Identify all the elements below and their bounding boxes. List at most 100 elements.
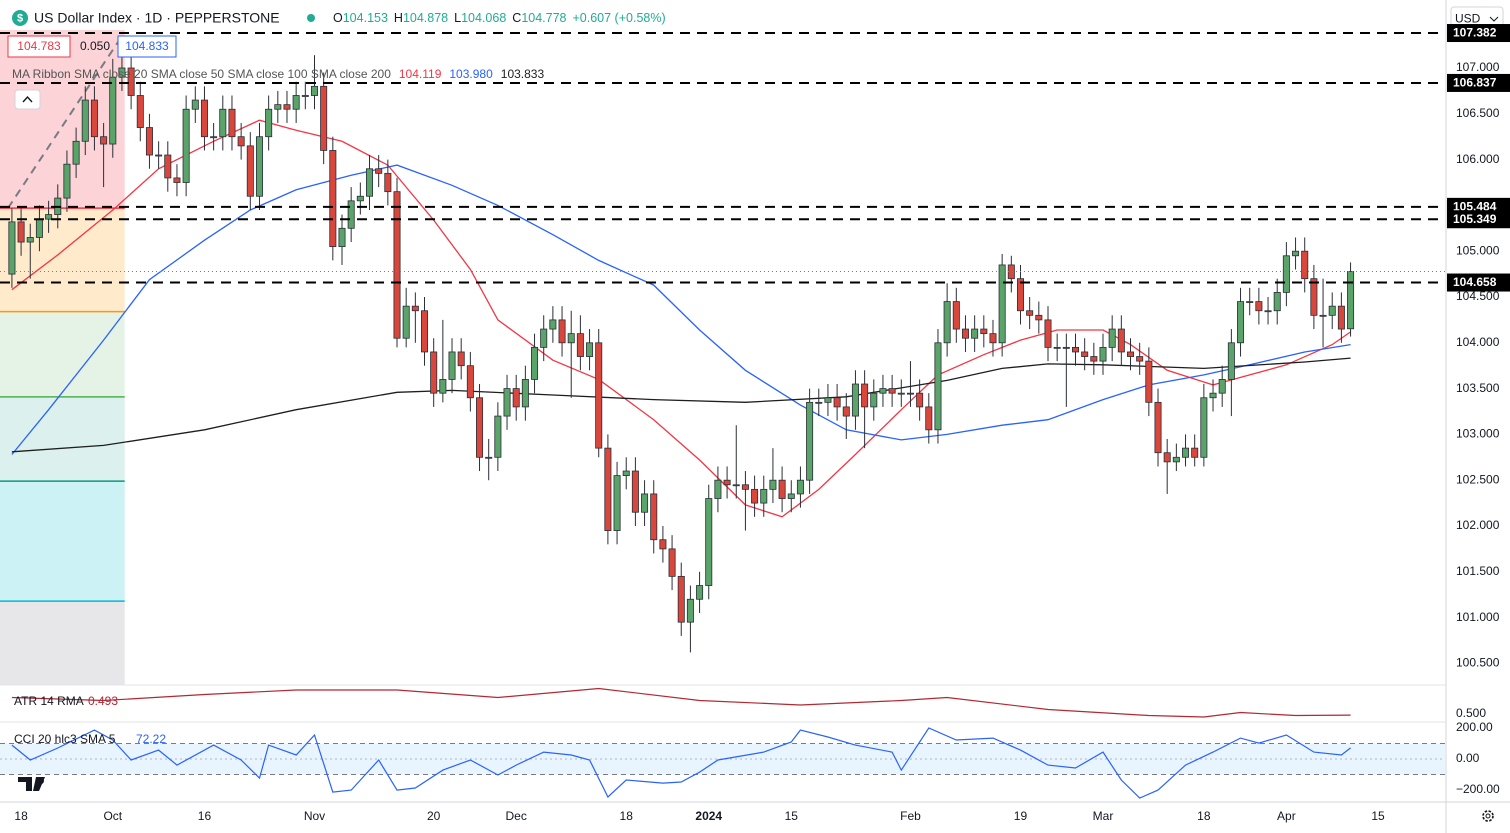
candle-body [1145, 360, 1153, 403]
cci-title: CCI 20 hlc3 SMA 5 [14, 732, 116, 746]
level-label-box [1447, 210, 1510, 229]
level-label: 107.382 [1453, 26, 1497, 40]
candle-body [512, 388, 520, 408]
candle-body [1117, 328, 1125, 353]
buy-box[interactable] [117, 35, 177, 58]
candle-body [476, 397, 484, 458]
x-tick-label: 20 [427, 809, 441, 823]
candle-body [906, 392, 914, 395]
x-tick-label: 18 [620, 809, 634, 823]
y-tick-label: 106.000 [1456, 152, 1500, 166]
candle-body [118, 67, 126, 78]
candle-body [1062, 346, 1070, 349]
candle-body [723, 479, 731, 486]
candle-body [971, 328, 979, 339]
x-tick-label: 18 [1197, 809, 1211, 823]
atr-line [11, 687, 1351, 718]
candle-body [1026, 310, 1034, 316]
candle-body [980, 328, 988, 335]
candle-body [540, 328, 548, 348]
symbol-icon [12, 10, 28, 26]
candle-body [1264, 310, 1272, 313]
candle-body [842, 406, 850, 417]
candle-body [274, 104, 282, 110]
collapse-icon [22, 95, 33, 103]
y-tick-label: 102.500 [1456, 472, 1500, 486]
candle-body [338, 227, 346, 248]
fib-zone [0, 311, 125, 397]
chart-title[interactable]: US Dollar Index · 1D · PEPPERSTONE [34, 10, 280, 26]
x-tick-label: Apr [1277, 809, 1296, 823]
candle-body [1282, 255, 1290, 293]
settings-icon[interactable] [1482, 810, 1494, 822]
spread: 0.050 [80, 39, 110, 53]
candle-body [1209, 392, 1217, 399]
currency: USD [1455, 12, 1481, 26]
candle-body [796, 479, 804, 495]
ma-value: 103.833 [501, 67, 545, 81]
candle-body [219, 108, 227, 138]
candle-body [961, 328, 969, 339]
x-tick-label: Feb [900, 809, 921, 823]
candle-body [485, 456, 493, 459]
symbol-icon-glyph: $ [17, 12, 23, 24]
candle-body [265, 108, 273, 138]
atr-value: 0.493 [88, 694, 118, 708]
candle-body [1301, 250, 1309, 280]
candle-body [329, 150, 337, 248]
candle-body [1237, 301, 1245, 344]
candle-body [741, 484, 749, 490]
candle-body [1172, 456, 1180, 463]
y-tick-label: 104.000 [1456, 335, 1500, 349]
candle-body [72, 140, 80, 165]
candle-body [283, 104, 291, 110]
candle-body [155, 154, 163, 157]
ma-line [11, 164, 1351, 455]
x-tick-label: Oct [103, 809, 122, 823]
candle-body [595, 342, 603, 449]
candle-body [714, 479, 722, 499]
candle-body [1227, 342, 1235, 380]
fib-zone [0, 481, 125, 602]
candle-body [1246, 301, 1254, 303]
sell-box[interactable] [7, 35, 71, 58]
level-label-box [1447, 24, 1510, 43]
x-tick-label: 18 [14, 809, 28, 823]
candle-body [100, 136, 108, 145]
candle-body [1154, 401, 1162, 454]
x-tick-label: Mar [1093, 809, 1114, 823]
level-label-box [1447, 73, 1510, 92]
collapse-button[interactable] [14, 89, 41, 110]
candle-body [301, 95, 309, 97]
candle-body [925, 406, 933, 431]
candle-body [1035, 314, 1043, 321]
candle-body [182, 108, 190, 183]
candle-body [109, 76, 117, 145]
y-tick-label: 102.000 [1456, 518, 1500, 532]
candle-body [1182, 447, 1190, 458]
candle-body [45, 214, 53, 220]
candle-body [237, 136, 245, 147]
candle-body [1044, 319, 1052, 348]
candle-body [1319, 314, 1327, 317]
candle-body [466, 365, 474, 399]
candle-body [1016, 278, 1024, 312]
y-tick-label: 101.000 [1456, 610, 1500, 624]
candle-body [1090, 356, 1098, 362]
candle-body [677, 575, 685, 623]
candle-body [613, 475, 621, 531]
ma-line [11, 357, 1351, 453]
y-tick-label: 105.000 [1456, 243, 1500, 257]
level-label: 105.349 [1453, 212, 1497, 226]
buy-price: 104.833 [125, 39, 169, 53]
candle-body [1218, 379, 1226, 394]
candle-body [696, 585, 704, 600]
level-label: 106.837 [1453, 76, 1497, 90]
candle-body [1053, 346, 1061, 349]
cci-tick-label: 200.00 [1456, 720, 1493, 734]
candle-body [631, 470, 639, 513]
x-tick-label: 15 [785, 809, 799, 823]
candle-body [457, 351, 465, 367]
